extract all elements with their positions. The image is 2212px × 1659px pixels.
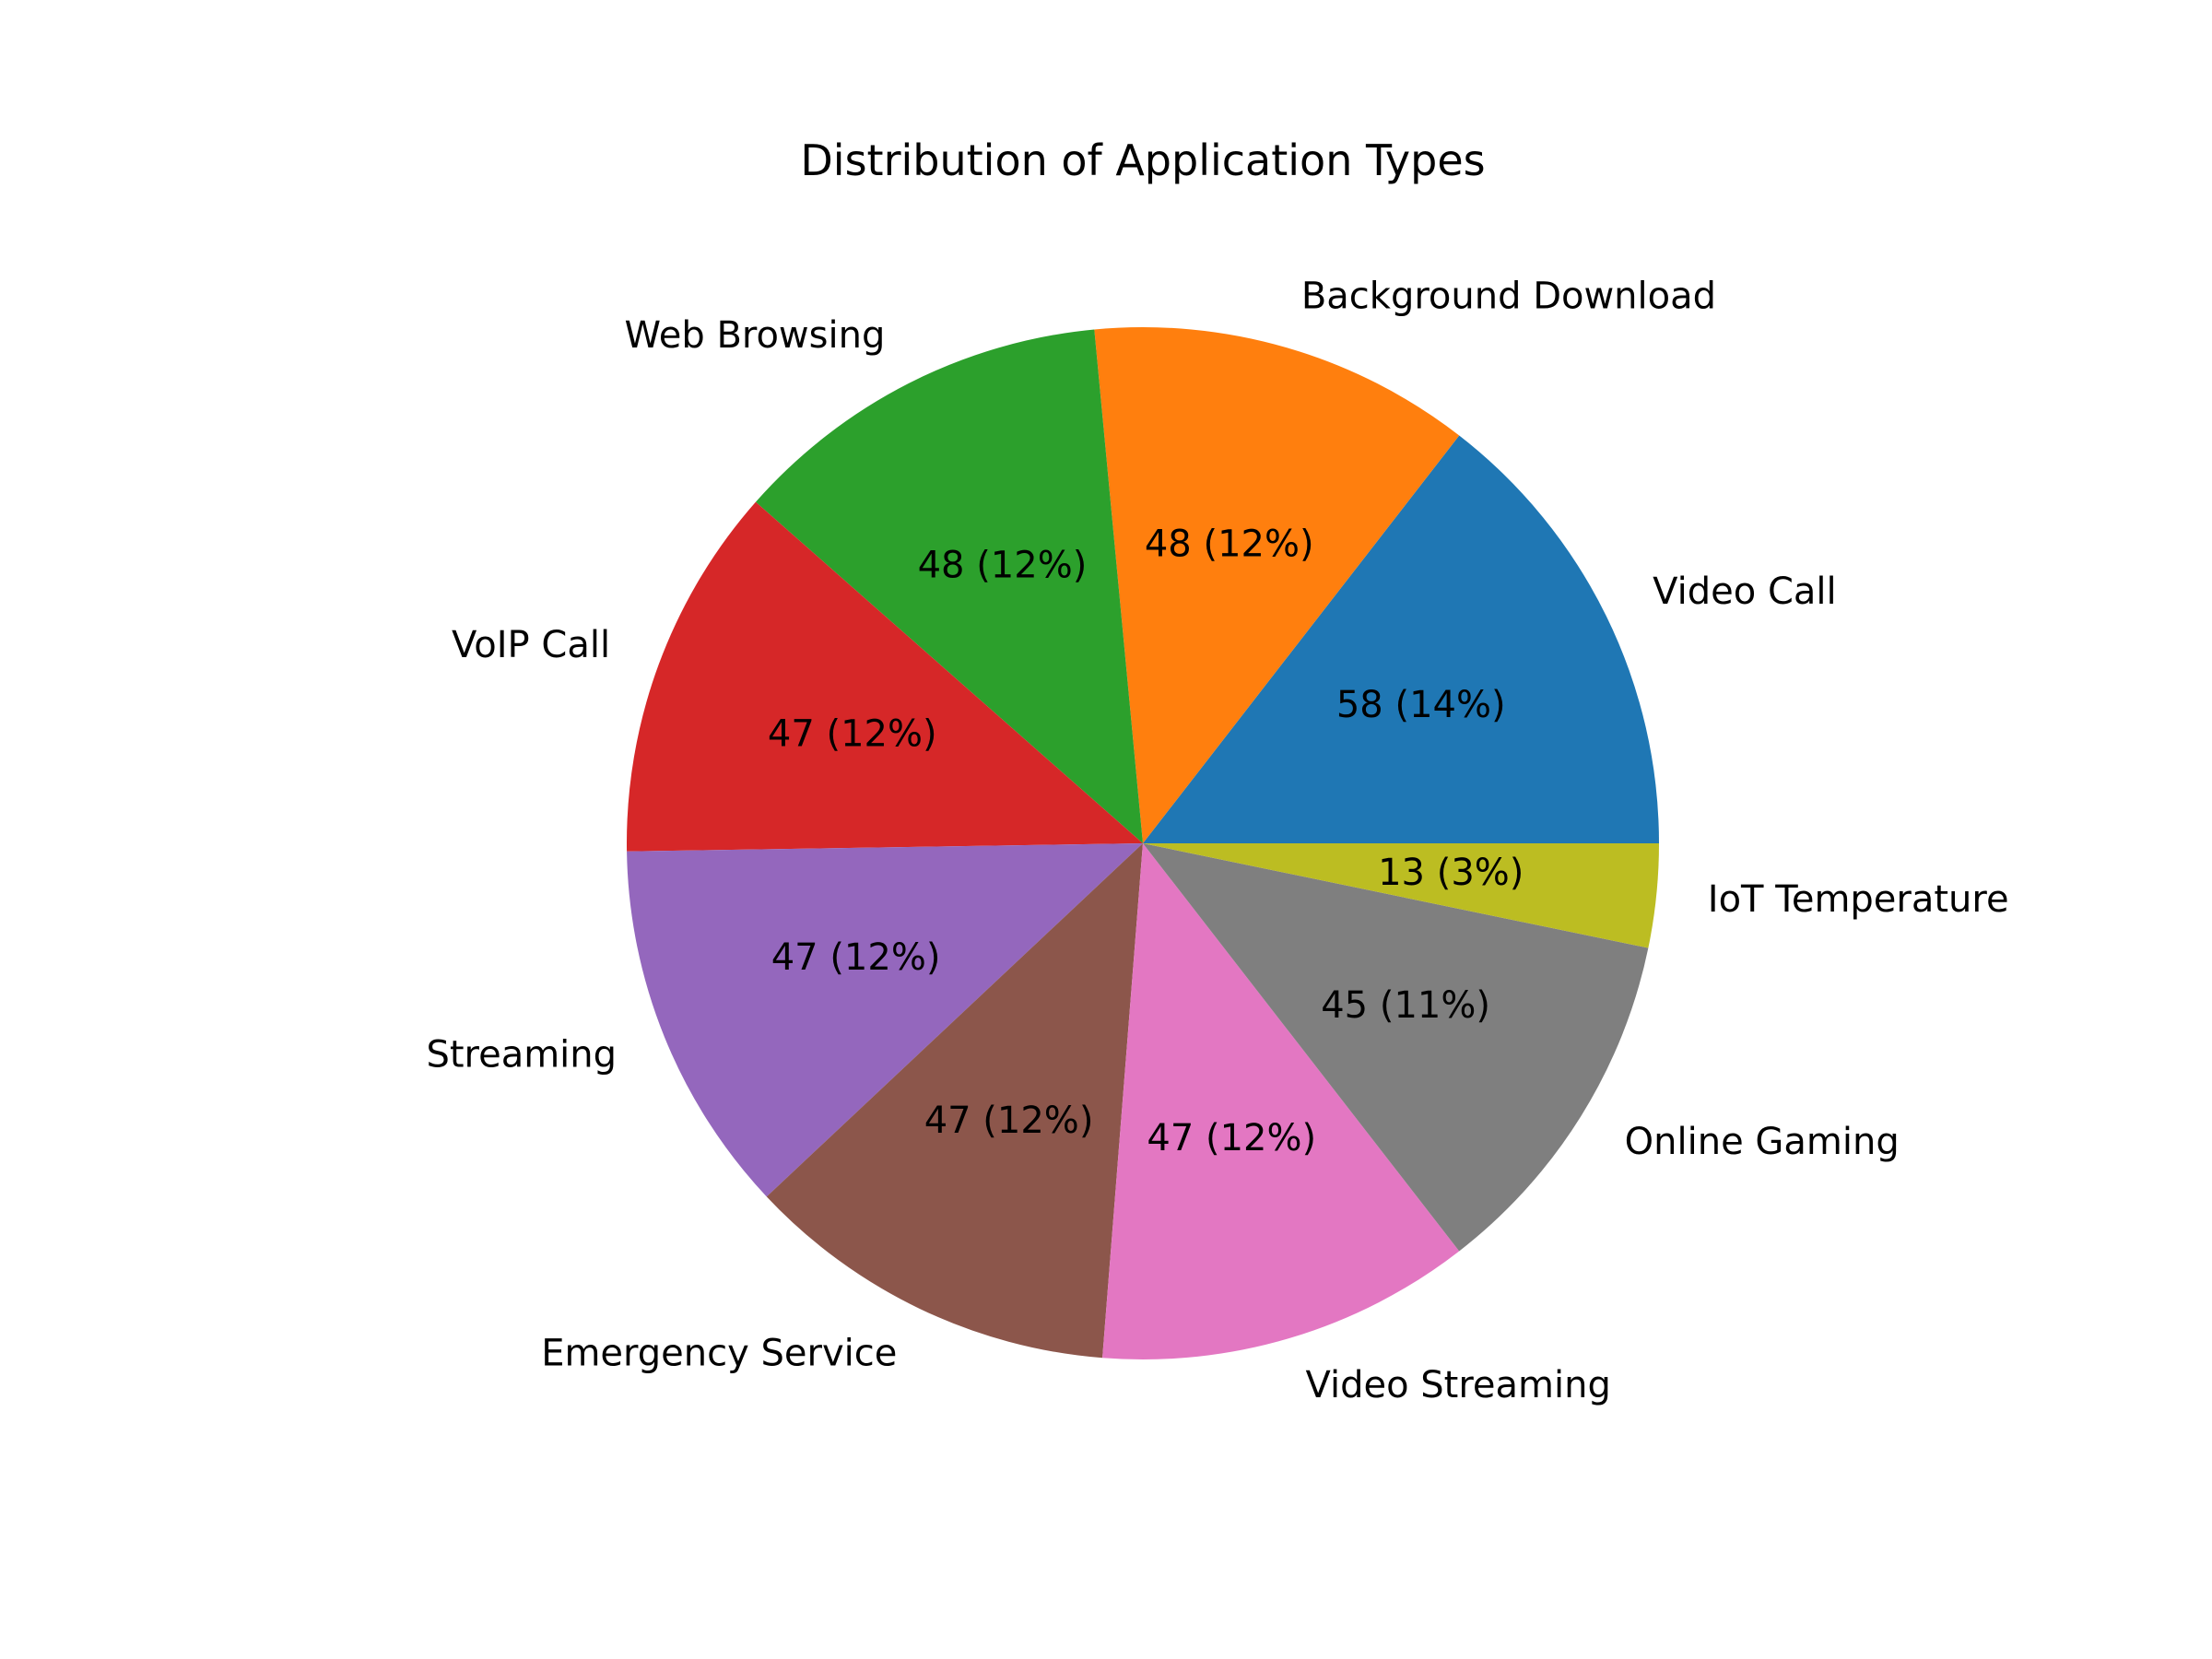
pie-slice-emergency-service (766, 843, 1143, 1359)
value-label-online-gaming: 45 (11%) (1321, 984, 1490, 1027)
pie-slice-background-download (1094, 327, 1460, 843)
pie-slice-iot-temperature (1143, 843, 1659, 948)
pie-slice-video-streaming (1102, 843, 1460, 1359)
slice-label-voip-call: VoIP Call (452, 624, 610, 666)
slice-label-online-gaming: Online Gaming (1625, 1121, 1900, 1163)
value-label-voip-call: 47 (12%) (768, 713, 937, 756)
pie-slice-online-gaming (1143, 843, 1649, 1252)
pie-slices (627, 327, 1659, 1359)
value-label-background-download: 48 (12%) (1145, 523, 1314, 565)
slice-label-background-download: Background Download (1301, 275, 1716, 317)
value-label-video-streaming: 47 (12%) (1147, 1117, 1316, 1159)
slice-label-video-call: Video Call (1653, 571, 1836, 613)
pie-slice-voip-call (627, 501, 1143, 852)
pie-slice-streaming (627, 843, 1143, 1197)
value-label-web-browsing: 48 (12%) (918, 545, 1088, 587)
slice-label-video-streaming: Video Streaming (1305, 1364, 1610, 1406)
value-label-streaming: 47 (12%) (771, 936, 941, 979)
value-label-emergency-service: 47 (12%) (924, 1100, 1094, 1142)
slice-label-emergency-service: Emergency Service (541, 1332, 897, 1374)
slice-label-web-browsing: Web Browsing (625, 314, 886, 357)
slice-label-streaming: Streaming (426, 1033, 617, 1076)
value-label-video-call: 58 (14%) (1336, 684, 1506, 726)
pie-slice-video-call (1143, 435, 1659, 843)
pie-slice-web-browsing (755, 329, 1143, 843)
value-label-iot-temperature: 13 (3%) (1378, 852, 1524, 894)
chart-title: Distribution of Application Types (800, 135, 1485, 185)
slice-label-iot-temperature: IoT Temperature (1708, 878, 2009, 921)
pie-labels: Video Call 58 (14%) Background Download 48 … (426, 275, 2008, 1406)
